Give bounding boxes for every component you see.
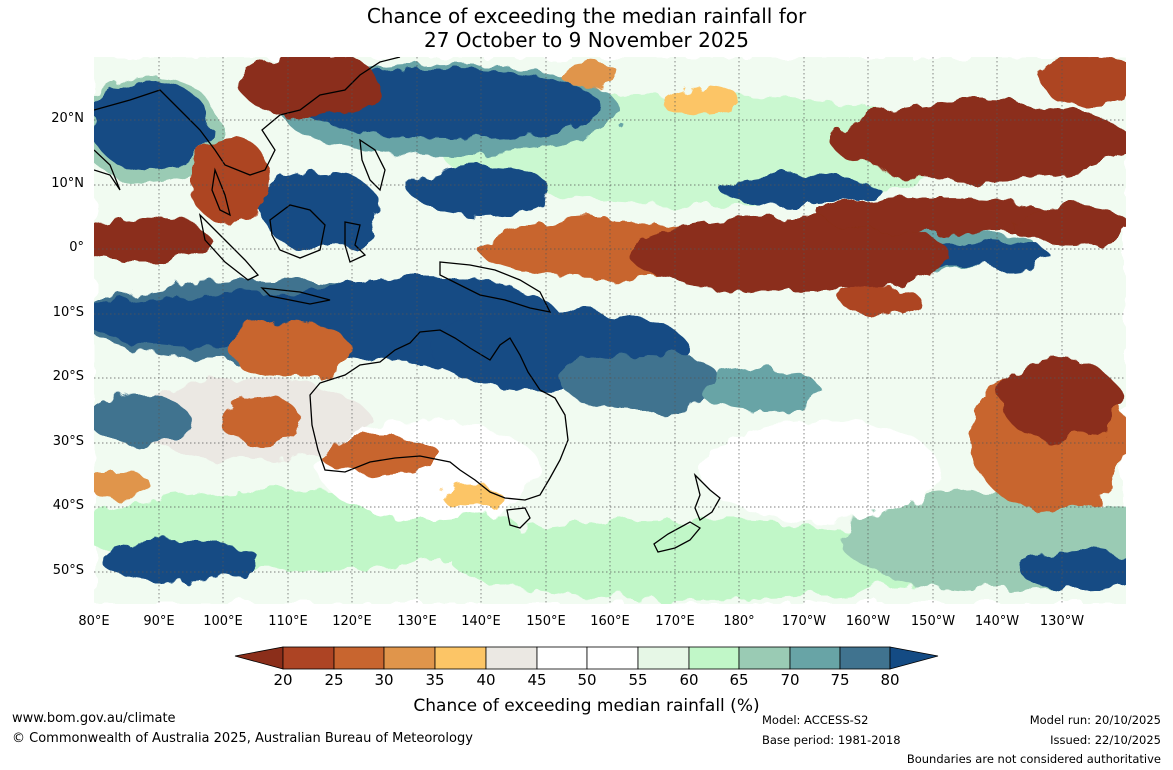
colorbar-tick-35: 35 [425, 671, 445, 689]
java-coastline [260, 287, 331, 305]
colorbar-bin-55-60 [637, 646, 690, 670]
colorbar-bin-45-50 [536, 646, 588, 670]
malay-peninsula-coastline [211, 167, 231, 217]
borneo-coastline [269, 204, 326, 259]
colorbar-bin-70-75 [789, 646, 841, 670]
probability-shading [94, 57, 1126, 604]
footer-model: Model: ACCESS-S2 [762, 713, 869, 727]
colorbar-bin-50-55 [586, 646, 639, 670]
new-zealand-south-coastline [653, 521, 701, 553]
lon-label-90e: 90°E [143, 614, 175, 629]
lon-label-150w: 150°W [910, 614, 956, 629]
lat-label-10n: 10°N [51, 176, 84, 191]
map-title-line-1: Chance of exceeding the median rainfall … [366, 4, 807, 28]
colorbar-bin-40-45 [485, 646, 538, 670]
australia-coastline [309, 329, 569, 501]
colorbar-extend-low [234, 646, 284, 670]
footer-copyright: © Commonwealth of Australia 2025, Austra… [12, 731, 473, 746]
colorbar-bin-30-35 [383, 646, 436, 670]
colorbar-tick-75: 75 [830, 671, 850, 689]
new-zealand-north-coastline [693, 472, 721, 521]
lon-label-140w: 140°W [974, 614, 1020, 629]
colorbar-tick-30: 30 [374, 671, 394, 689]
colorbar-bin-65-70 [738, 646, 791, 670]
philippines-coastline [359, 138, 386, 192]
lon-label-160w: 160°W [845, 614, 891, 629]
lat-label-40s: 40°S [52, 498, 84, 513]
map-area [94, 57, 1126, 604]
colorbar-tick-45: 45 [527, 671, 547, 689]
asia-mainland-coastline [94, 57, 401, 176]
rainfall-probability-map [94, 57, 1126, 604]
coastlines [94, 57, 721, 553]
new-guinea-coastline [439, 261, 552, 313]
lat-label-30s: 30°S [52, 434, 84, 449]
lon-label-160e: 160°E [590, 614, 630, 629]
colorbar-tick-70: 70 [780, 671, 800, 689]
lon-label-170w: 170°W [781, 614, 827, 629]
colorbar-title: Chance of exceeding median rainfall (%) [413, 696, 760, 716]
lon-label-180: 180° [723, 614, 755, 629]
lon-label-140e: 140°E [461, 614, 501, 629]
sumatra-coastline [198, 213, 260, 281]
colorbar-bin-20-25 [282, 646, 335, 670]
lon-label-150e: 150°E [526, 614, 566, 629]
graticule [94, 57, 1126, 604]
colorbar-tick-20: 20 [273, 671, 293, 689]
lon-label-170e: 170°E [655, 614, 695, 629]
colorbar-bin-25-30 [333, 646, 385, 670]
colorbar-tick-60: 60 [679, 671, 699, 689]
footer-boundaries: Boundaries are not considered authoritat… [906, 752, 1161, 766]
lon-label-110e: 110°E [268, 614, 308, 629]
lon-label-130e: 130°E [397, 614, 437, 629]
lat-label-50s: 50°S [52, 563, 84, 578]
lon-label-80e: 80°E [78, 614, 110, 629]
colorbar-extend-high [889, 646, 939, 670]
colorbar-tick-25: 25 [324, 671, 344, 689]
map-title-line-2: 27 October to 9 November 2025 [423, 28, 750, 52]
lon-label-120e: 120°E [332, 614, 372, 629]
footer-website: www.bom.gov.au/climate [12, 711, 176, 726]
colorbar-tick-55: 55 [628, 671, 648, 689]
colorbar-tick-80: 80 [880, 671, 900, 689]
colorbar [234, 646, 939, 670]
footer-base-period: Base period: 1981-2018 [762, 733, 901, 747]
lat-label-20s: 20°S [52, 369, 84, 384]
colorbar-bin-60-65 [688, 646, 740, 670]
lat-label-20n: 20°N [51, 111, 84, 126]
colorbar-tick-50: 50 [577, 671, 597, 689]
tasmania-coastline [506, 507, 531, 529]
lon-label-100e: 100°E [203, 614, 243, 629]
lat-label-10s: 10°S [52, 305, 84, 320]
colorbar-bin-75-80 [839, 646, 891, 670]
colorbar-bin-35-40 [434, 646, 487, 670]
lat-label-0: 0° [69, 240, 84, 255]
lon-label-130w: 130°W [1039, 614, 1085, 629]
sulawesi-coastline [344, 221, 367, 263]
colorbar-tick-40: 40 [476, 671, 496, 689]
colorbar-tick-65: 65 [729, 671, 749, 689]
footer-issued: Issued: 22/10/2025 [1050, 733, 1161, 747]
footer-model-run: Model run: 20/10/2025 [1029, 713, 1161, 727]
india-coastline [94, 149, 121, 191]
